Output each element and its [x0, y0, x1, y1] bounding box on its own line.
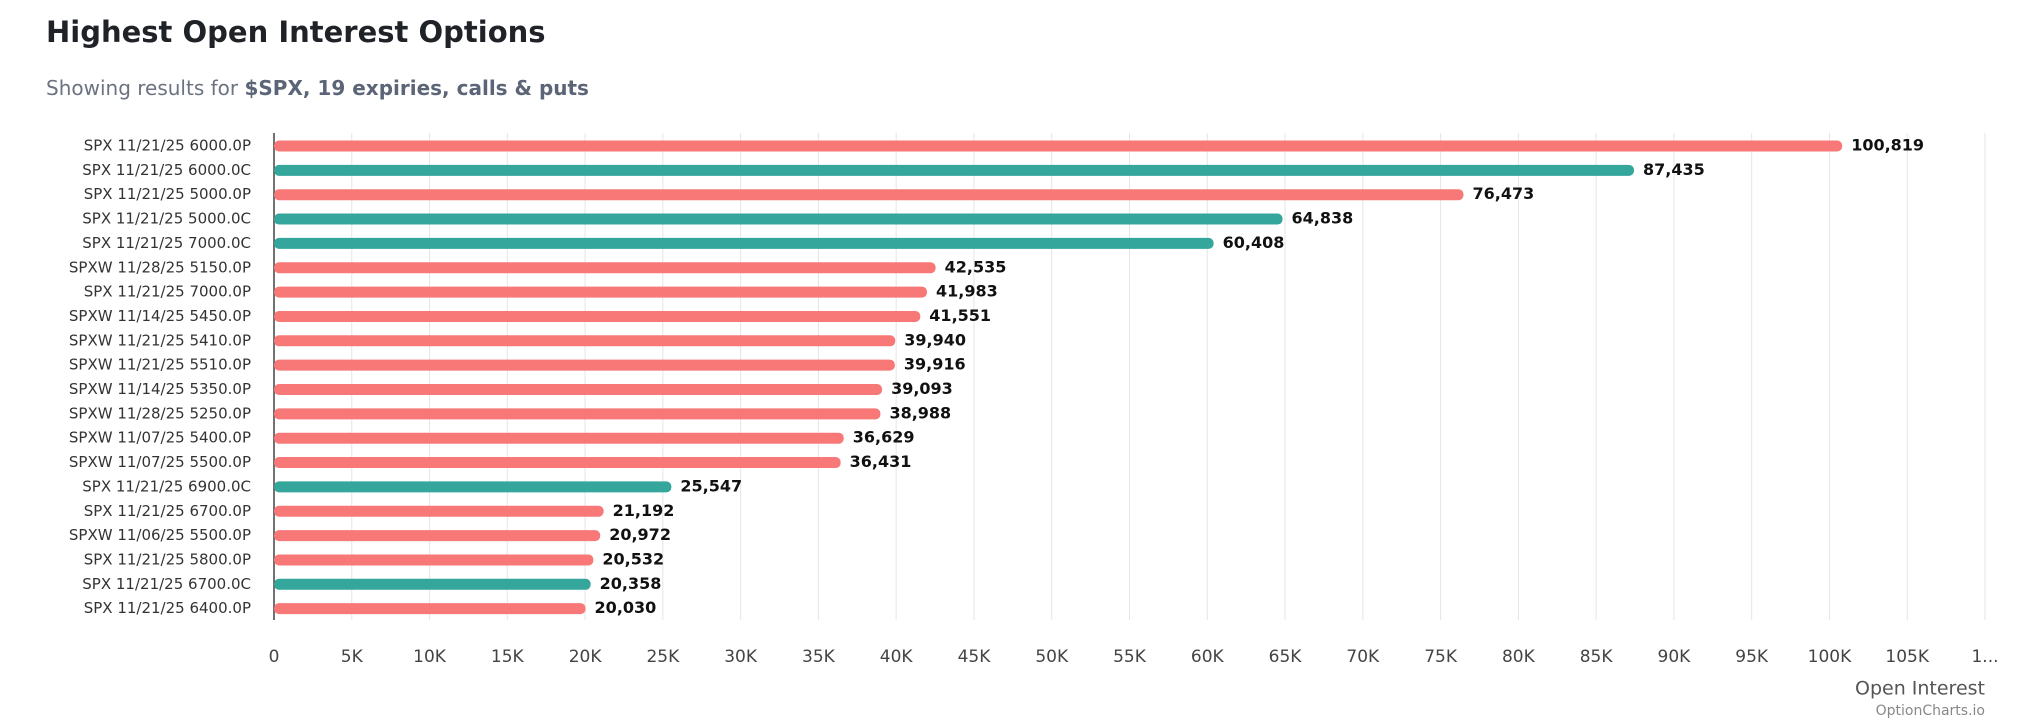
bar — [274, 237, 1214, 249]
data-label: 60,408 — [1223, 233, 1285, 252]
x-tick-label: 50K — [1035, 647, 1069, 667]
data-label: 42,535 — [945, 257, 1007, 276]
y-tick-label: SPX 11/21/25 5000.0P — [84, 185, 251, 203]
x-tick-label: 5K — [341, 647, 364, 667]
bar — [274, 408, 881, 420]
data-label: 20,972 — [609, 525, 671, 544]
data-label: 41,983 — [936, 282, 998, 301]
bar — [274, 140, 1843, 152]
x-tick-label: 1... — [1971, 647, 1998, 667]
x-tick-label: 65K — [1269, 647, 1303, 667]
y-tick-label: SPX 11/21/25 7000.0P — [84, 283, 251, 301]
x-tick-label: 105K — [1885, 647, 1929, 667]
data-label: 76,473 — [1473, 184, 1535, 203]
x-tick-label: 45K — [958, 647, 992, 667]
y-tick-label: SPX 11/21/25 5800.0P — [84, 550, 251, 568]
y-tick-label: SPXW 11/21/25 5410.0P — [69, 331, 251, 349]
x-tick-label: 60K — [1191, 647, 1225, 667]
data-label: 39,916 — [904, 355, 966, 374]
x-tick-label: 75K — [1424, 647, 1458, 667]
data-label: 41,551 — [929, 306, 991, 325]
y-tick-label: SPXW 11/06/25 5500.0P — [69, 526, 251, 544]
x-tick-label: 90K — [1658, 647, 1692, 667]
y-tick-label: SPX 11/21/25 5000.0C — [82, 210, 251, 228]
bar — [274, 262, 936, 274]
data-label: 20,358 — [600, 574, 662, 593]
x-tick-label: 35K — [802, 647, 836, 667]
bar — [274, 481, 672, 493]
bar — [274, 554, 594, 566]
data-label: 36,629 — [853, 428, 915, 447]
data-label: 25,547 — [680, 476, 742, 495]
bar — [274, 603, 586, 615]
bar — [274, 189, 1464, 201]
y-tick-label: SPXW 11/14/25 5450.0P — [69, 307, 251, 325]
bar — [274, 213, 1283, 225]
bar — [274, 505, 604, 517]
bar — [274, 530, 601, 542]
x-tick-label: 70K — [1346, 647, 1380, 667]
bar — [274, 432, 844, 444]
bar — [274, 310, 921, 322]
data-label: 21,192 — [613, 501, 675, 520]
data-label: 20,030 — [595, 598, 657, 617]
data-label: 36,431 — [850, 452, 912, 471]
x-tick-label: 95K — [1735, 647, 1769, 667]
y-tick-label: SPX 11/21/25 6400.0P — [84, 599, 251, 617]
x-tick-label: 100K — [1808, 647, 1852, 667]
x-tick-label: 55K — [1113, 647, 1147, 667]
y-tick-label: SPX 11/21/25 6700.0C — [82, 575, 251, 593]
subtitle-emphasis: $SPX, 19 expiries, calls & puts — [244, 76, 589, 100]
y-tick-label: SPX 11/21/25 6900.0C — [82, 477, 251, 495]
data-label: 20,532 — [602, 549, 664, 568]
x-tick-label: 25K — [646, 647, 680, 667]
data-label: 39,093 — [891, 379, 953, 398]
y-tick-label: SPXW 11/14/25 5350.0P — [69, 380, 251, 398]
bar — [274, 457, 841, 469]
x-tick-label: 0 — [269, 647, 280, 667]
y-tick-label: SPXW 11/07/25 5500.0P — [69, 453, 251, 471]
x-tick-label: 15K — [491, 647, 525, 667]
bar — [274, 286, 928, 298]
x-tick-label: 20K — [569, 647, 603, 667]
y-tick-label: SPX 11/21/25 6700.0P — [84, 502, 251, 520]
y-tick-label: SPX 11/21/25 6000.0C — [82, 161, 251, 179]
y-tick-label: SPXW 11/28/25 5150.0P — [69, 258, 251, 276]
data-label: 87,435 — [1643, 160, 1705, 179]
x-tick-label: 30K — [724, 647, 758, 667]
y-tick-label: SPXW 11/07/25 5400.0P — [69, 429, 251, 447]
chart-subtitle: Showing results for $SPX, 19 expiries, c… — [46, 76, 589, 100]
bar — [274, 164, 1635, 176]
y-tick-label: SPX 11/21/25 6000.0P — [84, 137, 251, 155]
bar — [274, 578, 591, 590]
data-label: 100,819 — [1851, 136, 1924, 155]
data-label: 38,988 — [889, 403, 951, 422]
bar — [274, 359, 895, 371]
x-tick-label: 10K — [413, 647, 447, 667]
y-tick-label: SPXW 11/21/25 5510.0P — [69, 356, 251, 374]
subtitle-text: Showing results for — [46, 76, 239, 100]
data-label: 39,940 — [904, 330, 966, 349]
y-tick-label: SPX 11/21/25 7000.0C — [82, 234, 251, 252]
x-tick-label: 80K — [1502, 647, 1536, 667]
x-tick-label: 40K — [880, 647, 914, 667]
data-label: 64,838 — [1292, 209, 1354, 228]
chart-title: Highest Open Interest Options — [46, 15, 546, 49]
y-tick-label: SPXW 11/28/25 5250.0P — [69, 404, 251, 422]
bar — [274, 335, 896, 347]
bar — [274, 384, 883, 395]
x-tick-label: 85K — [1580, 647, 1614, 667]
x-axis-label: Open Interest — [1855, 678, 1985, 700]
watermark: OptionCharts.io — [1876, 703, 1985, 719]
